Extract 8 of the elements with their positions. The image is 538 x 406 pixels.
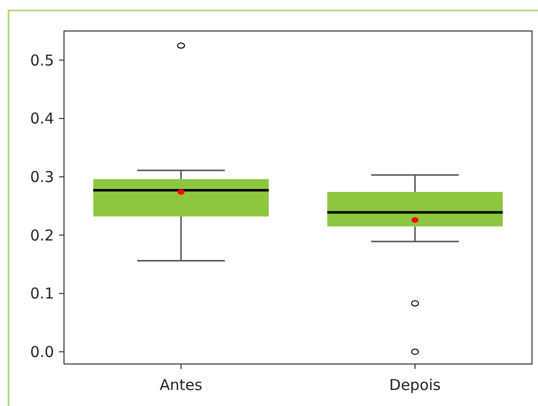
y-tick-label: 0.0 [30, 343, 54, 362]
x-tick-label: Depois [389, 376, 441, 394]
y-tick-label: 0.4 [30, 110, 54, 128]
x-tick-label: Antes [160, 376, 203, 394]
y-tick-label: 0.2 [30, 226, 54, 244]
y-tick-label: 0.5 [30, 51, 54, 70]
y-tick-label: 0.1 [30, 284, 54, 303]
y-tick-label: 0.3 [30, 168, 54, 186]
